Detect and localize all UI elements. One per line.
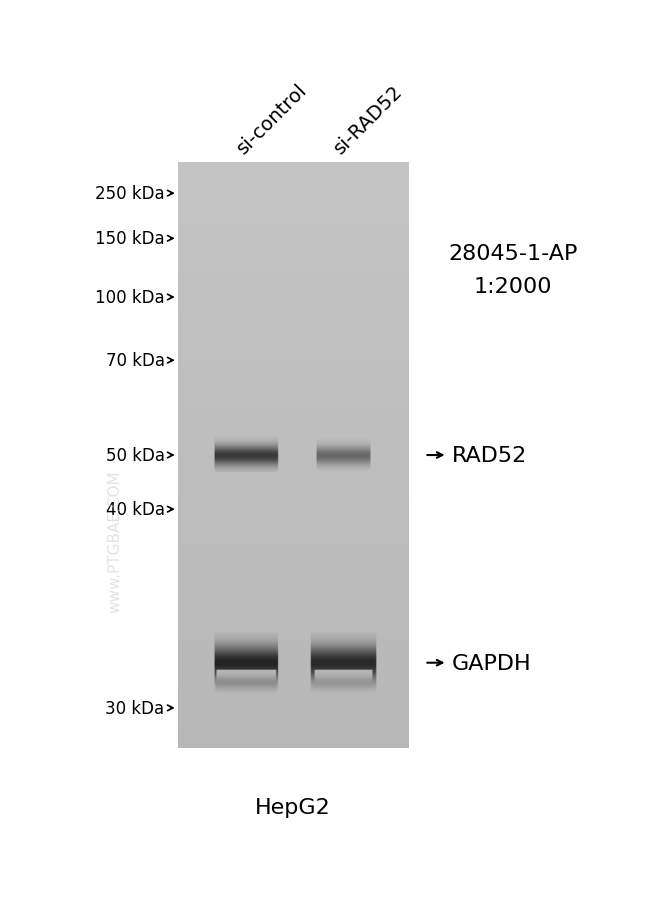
Text: si-RAD52: si-RAD52	[330, 82, 406, 158]
Text: www.PTGBAE.COM: www.PTGBAE.COM	[108, 470, 122, 612]
Text: 40 kDa: 40 kDa	[105, 501, 164, 519]
Text: 250 kDa: 250 kDa	[95, 185, 164, 203]
Text: si-control: si-control	[234, 80, 311, 158]
Text: 70 kDa: 70 kDa	[105, 352, 164, 370]
Text: 150 kDa: 150 kDa	[95, 230, 164, 248]
Text: 30 kDa: 30 kDa	[105, 699, 164, 717]
Text: HepG2: HepG2	[255, 797, 331, 817]
Text: 100 kDa: 100 kDa	[95, 289, 164, 307]
Text: 28045-1-AP
1:2000: 28045-1-AP 1:2000	[449, 244, 578, 297]
Text: 50 kDa: 50 kDa	[105, 446, 164, 465]
Text: GAPDH: GAPDH	[452, 653, 532, 673]
Text: RAD52: RAD52	[452, 446, 527, 465]
